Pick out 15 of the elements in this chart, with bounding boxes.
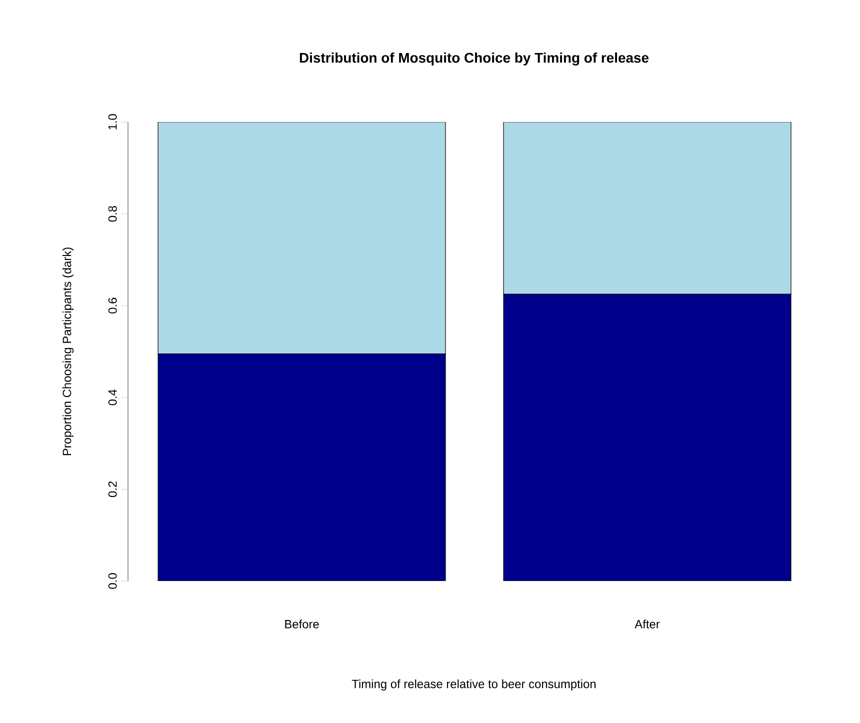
chart-title: Distribution of Mosquito Choice by Timing of release (300, 52, 649, 66)
bar (503, 122, 792, 294)
y-tick-label: 0.0 (108, 573, 117, 589)
y-axis-title: Proportion Choosing Participants (dark) (62, 248, 74, 456)
y-tick-label: 0.6 (108, 298, 117, 314)
x-axis-title: Timing of release relative to beer consumption (352, 679, 596, 691)
y-tick-label: 1.0 (108, 114, 117, 130)
bar (503, 294, 792, 581)
bar (158, 353, 446, 581)
y-tick-label: 0.8 (108, 206, 117, 222)
y-tick-label: 0.4 (108, 389, 117, 406)
y-tick-label: 0.2 (108, 481, 117, 498)
x-tick-label: Before (285, 620, 319, 628)
bar (158, 122, 446, 354)
x-tick-label: After (634, 620, 660, 628)
